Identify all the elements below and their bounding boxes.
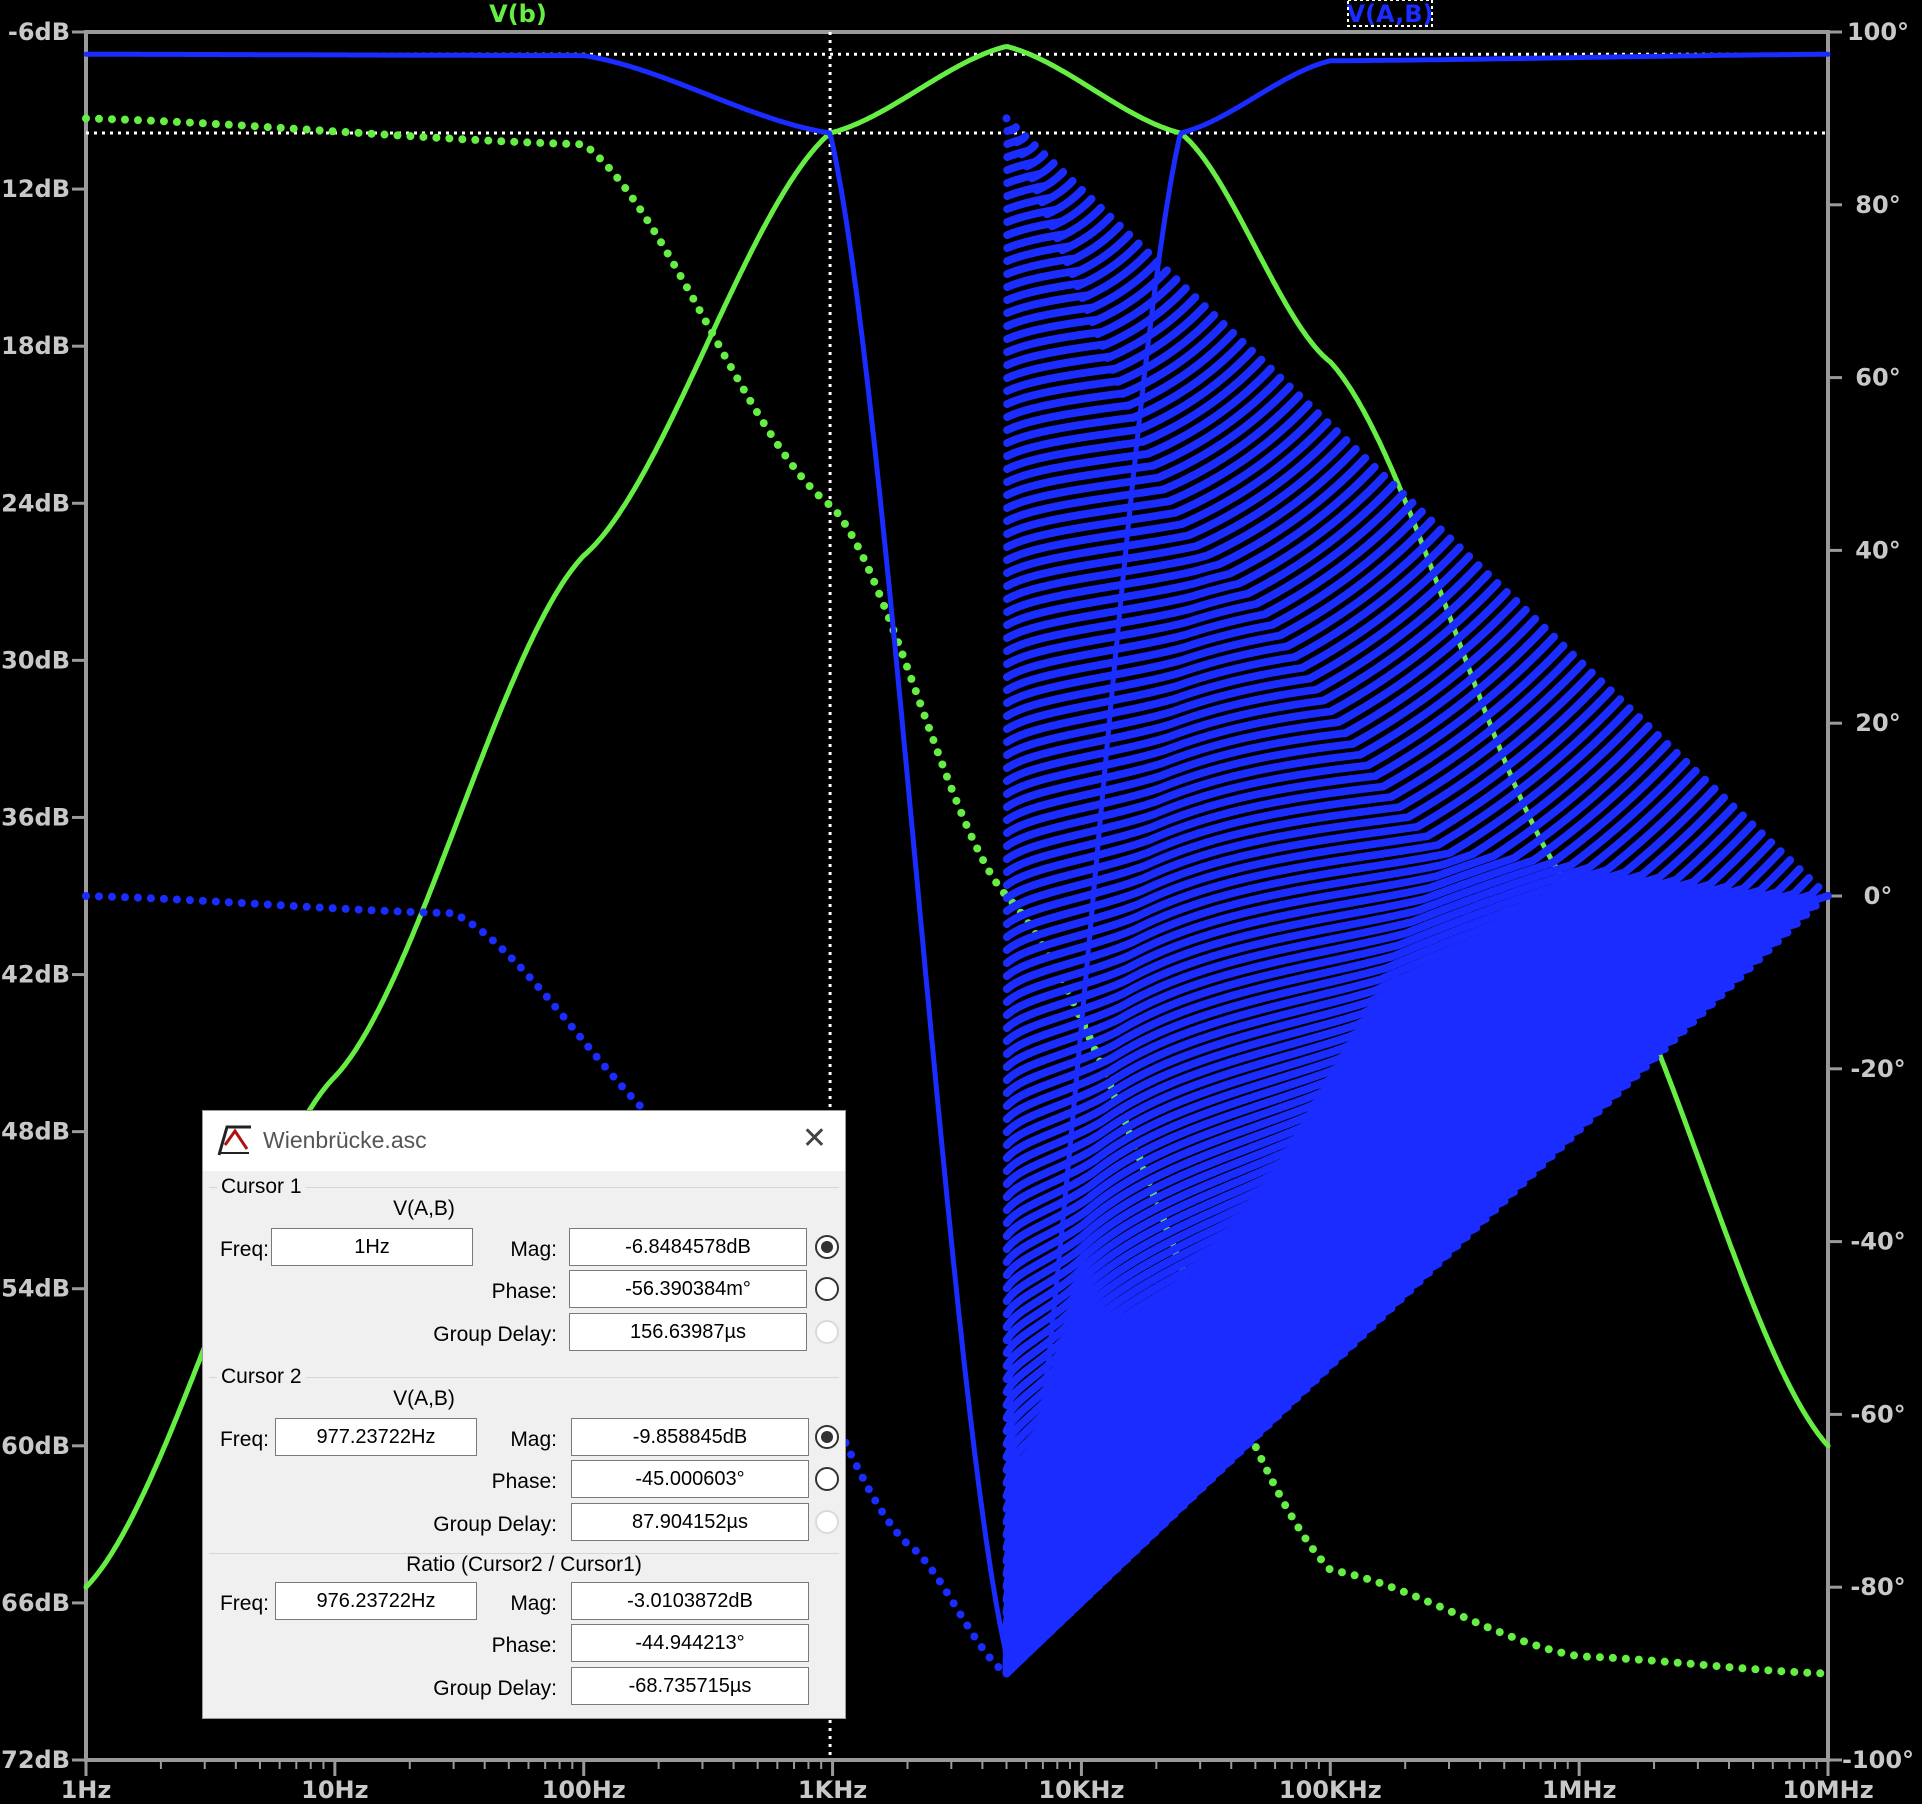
right-tick-label: -40° (1850, 1228, 1905, 1256)
x-tick-label: 100Hz (542, 1776, 626, 1804)
legend-vab: V(A,B) (1347, 0, 1434, 28)
cursor1-group: Cursor 1 V(A,B) Freq: 1Hz Mag: -6.848457… (203, 1173, 845, 1361)
cursor1-freq-field[interactable]: 1Hz (271, 1228, 473, 1266)
cursor1-group-delay-radio[interactable] (815, 1320, 839, 1344)
right-tick-label: -20° (1850, 1055, 1905, 1083)
divider (209, 1377, 839, 1378)
left-tick-label: -36dB (0, 803, 70, 831)
left-tick-label: -72dB (0, 1746, 70, 1774)
vb-magnitude-trace (83, 44, 1831, 1590)
ltspice-icon (217, 1125, 251, 1156)
ratio-group-delay-label: Group Delay: (433, 1677, 557, 1700)
cursor1-phase-label: Phase: (491, 1280, 557, 1303)
left-tick-label: -18dB (0, 332, 70, 360)
legend-vb: V(b) (489, 0, 547, 28)
ratio-mag-label: Mag: (510, 1592, 557, 1615)
cursor1-group-delay-field[interactable]: 156.63987µs (569, 1313, 807, 1351)
cursor-readout-dialog[interactable]: Wienbrücke.asc ✕ Cursor 1 V(A,B) Freq: 1… (202, 1110, 846, 1719)
ratio-freq-label: Freq: (219, 1592, 269, 1615)
x-tick-label: 10MHz (1782, 1776, 1873, 1804)
legend-vab-selection-box (1347, 0, 1433, 27)
left-tick-label: -30dB (0, 646, 70, 674)
x-tick-label: 10KHz (1038, 1776, 1124, 1804)
right-tick-label: 80° (1855, 191, 1900, 219)
ratio-phase-field[interactable]: -44.944213° (571, 1624, 809, 1662)
cursor2-mag-label: Mag: (510, 1428, 557, 1451)
cursor2-phase-radio[interactable] (815, 1467, 839, 1491)
cursor2-freq-label: Freq: (219, 1428, 269, 1451)
right-tick-label: 40° (1855, 536, 1900, 564)
right-tick-label: -60° (1850, 1400, 1905, 1428)
left-tick-label: -54dB (0, 1275, 70, 1303)
dialog-title: Wienbrücke.asc (263, 1127, 427, 1153)
ratio-freq-field[interactable]: 976.23722Hz (275, 1582, 477, 1620)
cursor1-freq-label: Freq: (219, 1238, 269, 1261)
left-tick-label: -6dB (8, 18, 70, 46)
left-tick-label: -12dB (0, 175, 70, 203)
ratio-group-delay-field[interactable]: -68.735715µs (571, 1667, 809, 1705)
cursor1-phase-radio[interactable] (815, 1277, 839, 1301)
x-tick-label: 10Hz (301, 1776, 368, 1804)
cursor1-trace-label: V(A,B) (393, 1197, 455, 1220)
vab-phase-trace (82, 114, 1832, 1678)
cursor2-group-delay-field[interactable]: 87.904152µs (571, 1503, 809, 1541)
left-tick-label: -60dB (0, 1432, 70, 1460)
left-tick-label: -66dB (0, 1589, 70, 1617)
left-tick-label: -42dB (0, 961, 70, 989)
cursor2-trace-label: V(A,B) (393, 1387, 455, 1410)
divider (209, 1553, 839, 1554)
cursor2-group-delay-radio[interactable] (815, 1510, 839, 1534)
x-tick-label: 1Hz (61, 1776, 112, 1804)
right-tick-label: 60° (1855, 364, 1900, 392)
cursor1-mag-radio[interactable] (815, 1235, 839, 1259)
cursor2-group: Cursor 2 V(A,B) Freq: 977.23722Hz Mag: -… (203, 1363, 845, 1551)
left-tick-label: -48dB (0, 1118, 70, 1146)
cursor2-mag-radio[interactable] (815, 1425, 839, 1449)
dialog-titlebar[interactable]: Wienbrücke.asc ✕ (203, 1111, 845, 1171)
right-tick-label: -80° (1850, 1573, 1905, 1601)
ratio-group: Ratio (Cursor2 / Cursor1) Freq: 976.2372… (203, 1553, 845, 1718)
ratio-group-title: Ratio (Cursor2 / Cursor1) (406, 1553, 642, 1576)
cursor1-phase-field[interactable]: -56.390384m° (569, 1270, 807, 1308)
cursor1-group-title: Cursor 1 (217, 1175, 306, 1199)
right-tick-label: -100° (1842, 1746, 1914, 1774)
close-icon[interactable]: ✕ (801, 1122, 827, 1155)
vab-magnitude-trace (83, 51, 1831, 1655)
cursor2-group-title: Cursor 2 (217, 1365, 306, 1389)
ratio-mag-field[interactable]: -3.0103872dB (571, 1582, 809, 1620)
x-tick-label: 1KHz (798, 1776, 867, 1804)
cursor2-mag-field[interactable]: -9.858845dB (571, 1418, 809, 1456)
cursor1-mag-field[interactable]: -6.8484578dB (569, 1228, 807, 1266)
right-tick-label: 20° (1855, 709, 1900, 737)
cursor1-group-delay-label: Group Delay: (433, 1323, 557, 1346)
cursor2-phase-field[interactable]: -45.000603° (571, 1460, 809, 1498)
divider (209, 1187, 839, 1188)
x-tick-label: 1MHz (1542, 1776, 1617, 1804)
x-tick-label: 100KHz (1279, 1776, 1382, 1804)
right-tick-label: 0° (1864, 882, 1893, 910)
left-tick-label: -24dB (0, 489, 70, 517)
right-tick-label: 100° (1847, 18, 1909, 46)
ratio-phase-label: Phase: (491, 1634, 557, 1657)
cursor1-mag-label: Mag: (510, 1238, 557, 1261)
vb-phase-trace (82, 114, 1832, 1678)
cursor2-freq-field[interactable]: 977.23722Hz (275, 1418, 477, 1456)
cursor2-group-delay-label: Group Delay: (433, 1513, 557, 1536)
cursor2-phase-label: Phase: (491, 1470, 557, 1493)
